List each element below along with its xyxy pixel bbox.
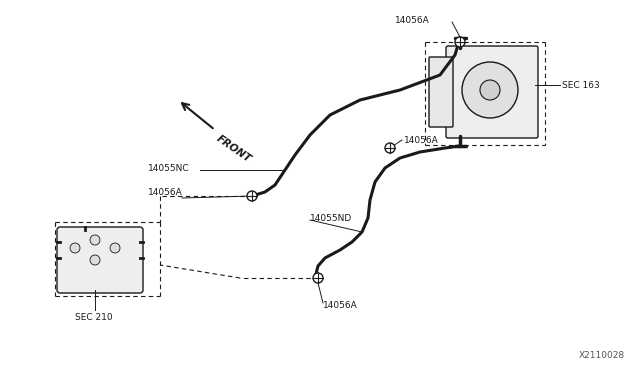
Text: FRONT: FRONT (215, 133, 253, 164)
Circle shape (90, 255, 100, 265)
Text: 14056A: 14056A (148, 187, 183, 196)
Text: 14056A: 14056A (404, 135, 439, 144)
Circle shape (313, 273, 323, 283)
Text: 14055ND: 14055ND (310, 214, 352, 222)
FancyBboxPatch shape (446, 46, 538, 138)
Circle shape (70, 243, 80, 253)
Text: 14056A: 14056A (395, 16, 429, 25)
Text: SEC 210: SEC 210 (75, 314, 113, 323)
Circle shape (462, 62, 518, 118)
Circle shape (90, 235, 100, 245)
Circle shape (480, 80, 500, 100)
Circle shape (455, 37, 465, 47)
FancyBboxPatch shape (429, 57, 453, 127)
Text: 14056A: 14056A (323, 301, 358, 311)
FancyBboxPatch shape (57, 227, 143, 293)
Circle shape (385, 143, 395, 153)
Text: SEC 163: SEC 163 (562, 80, 600, 90)
Circle shape (110, 243, 120, 253)
Text: X2110028: X2110028 (579, 351, 625, 360)
Text: 14055NC: 14055NC (148, 164, 189, 173)
Circle shape (247, 191, 257, 201)
